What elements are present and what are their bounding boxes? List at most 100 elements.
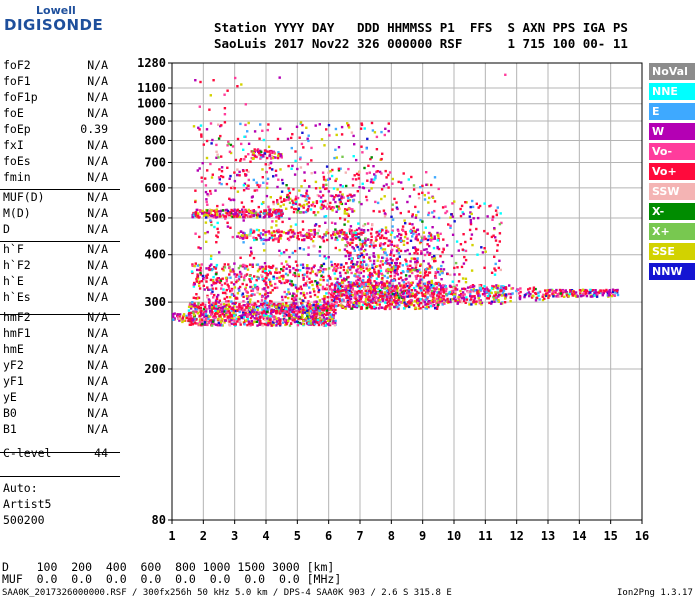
echo-point	[555, 288, 558, 292]
echo-point	[421, 293, 425, 297]
echo-point	[250, 289, 253, 292]
echo-point	[494, 239, 498, 242]
echo-point	[269, 272, 272, 275]
echo-point	[391, 292, 395, 296]
echo-point	[363, 223, 367, 226]
echo-point	[297, 317, 300, 320]
echo-point	[429, 265, 432, 268]
echo-point	[273, 234, 276, 237]
echo-point	[266, 177, 270, 180]
echo-point	[334, 290, 337, 294]
echo-point	[447, 292, 451, 295]
echo-point	[248, 210, 251, 213]
echo-point	[347, 266, 350, 269]
echo-point	[423, 194, 426, 197]
echo-point	[236, 85, 239, 88]
echo-point	[490, 302, 493, 305]
echo-point	[245, 306, 248, 309]
echo-point	[215, 278, 218, 281]
echo-point	[436, 231, 439, 235]
echo-point	[332, 303, 335, 306]
echo-point	[383, 291, 387, 294]
echo-point	[250, 156, 253, 160]
echo-point	[249, 228, 252, 232]
echo-point	[276, 237, 279, 240]
echo-point	[374, 296, 378, 299]
echo-point	[188, 319, 192, 322]
echo-point	[426, 285, 429, 288]
echo-point	[558, 294, 562, 298]
echo-point	[290, 136, 293, 140]
echo-point	[349, 238, 352, 241]
echo-point	[555, 295, 558, 298]
echo-point	[230, 300, 233, 303]
parameter-row: fmin N/A	[3, 170, 108, 186]
x-tick-label: 13	[541, 529, 555, 543]
echo-point	[373, 255, 376, 258]
parameter-name: D	[3, 222, 10, 236]
legend-item: X+	[649, 223, 695, 240]
echo-point	[497, 295, 500, 298]
echo-point	[240, 213, 244, 216]
echo-point	[491, 218, 494, 221]
echo-point	[281, 277, 285, 281]
echo-point	[308, 277, 311, 280]
echo-point	[224, 291, 227, 295]
echo-point	[221, 267, 224, 271]
echo-point	[294, 249, 297, 253]
echo-point	[241, 208, 244, 211]
echo-point	[277, 228, 280, 232]
echo-point	[337, 146, 341, 149]
echo-point	[311, 313, 314, 317]
echo-point	[404, 222, 407, 225]
echo-point	[364, 239, 367, 243]
echo-point	[172, 318, 175, 321]
echo-point	[229, 174, 232, 178]
parameter-name: fmin	[3, 170, 31, 184]
echo-point	[375, 170, 378, 174]
echo-point	[559, 292, 562, 295]
echo-point	[264, 307, 267, 310]
echo-point	[385, 289, 389, 293]
echo-point	[499, 293, 502, 297]
echo-point	[279, 154, 282, 158]
echo-point	[326, 296, 329, 299]
echo-point	[266, 291, 269, 295]
echo-point	[381, 256, 384, 259]
echo-point	[441, 286, 445, 289]
echo-point	[238, 275, 241, 278]
echo-point	[562, 289, 565, 293]
echo-point	[239, 264, 242, 268]
echo-point	[345, 237, 348, 240]
echo-point	[378, 303, 381, 306]
echo-point	[279, 168, 282, 171]
echo-point	[349, 286, 353, 290]
echo-point	[311, 315, 315, 318]
echo-point	[365, 306, 369, 310]
x-tick-label: 14	[572, 529, 586, 543]
echo-point	[316, 303, 320, 306]
echo-point	[361, 265, 364, 268]
echo-point	[360, 243, 364, 246]
echo-point	[240, 314, 243, 317]
echo-point	[529, 293, 532, 296]
echo-point	[181, 320, 184, 324]
echo-point	[385, 305, 388, 308]
echo-point	[265, 194, 269, 198]
echo-point	[308, 318, 311, 321]
echo-point	[440, 270, 443, 273]
echo-point	[296, 306, 299, 309]
y-tick-label: 80	[152, 513, 166, 527]
echo-point	[359, 261, 363, 264]
echo-point	[480, 301, 484, 304]
echo-point	[190, 270, 194, 273]
echo-point	[449, 298, 453, 301]
echo-point	[408, 284, 412, 288]
echo-point	[380, 285, 383, 288]
echo-point	[303, 283, 306, 287]
echo-point	[469, 205, 472, 209]
echo-point	[442, 238, 445, 241]
echo-point	[409, 239, 413, 242]
echo-point	[371, 274, 374, 277]
echo-point	[306, 275, 309, 278]
